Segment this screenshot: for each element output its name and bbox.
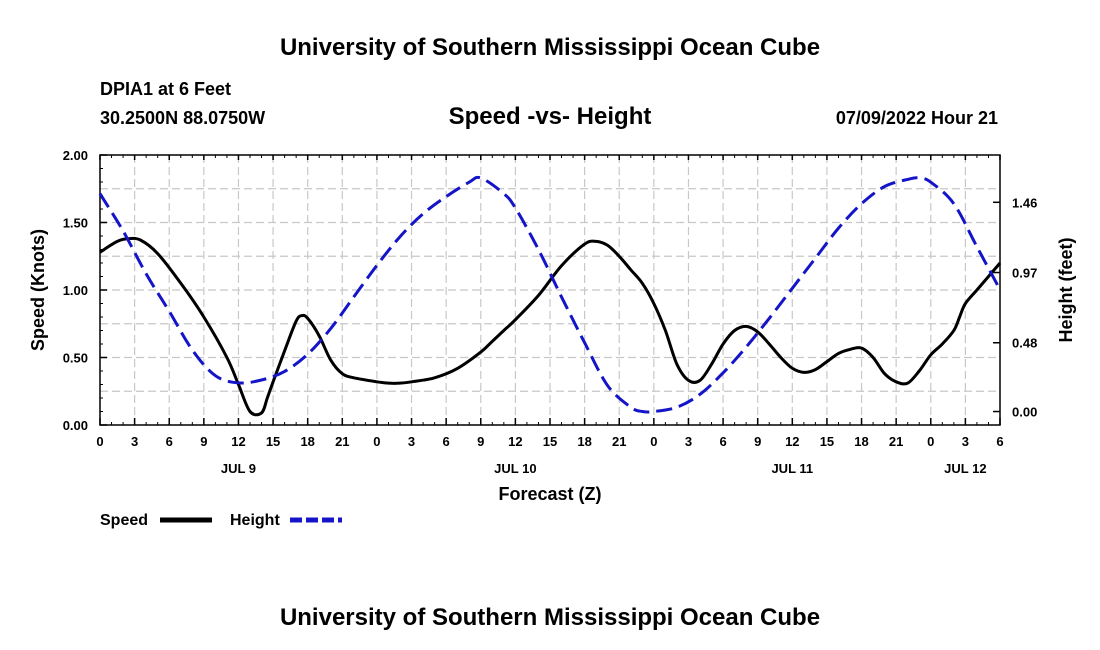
y-right-tick-label: 0.00 bbox=[1012, 405, 1037, 420]
x-axis-label: Forecast (Z) bbox=[498, 484, 601, 504]
x-tick-label: 6 bbox=[166, 434, 173, 449]
page-title: University of Southern Mississippi Ocean… bbox=[280, 34, 820, 61]
y-right-tick-label: 1.46 bbox=[1012, 195, 1037, 210]
y-left-tick-label: 1.50 bbox=[63, 216, 88, 231]
x-tick-label: 6 bbox=[443, 434, 450, 449]
x-tick-label: 15 bbox=[543, 434, 557, 449]
x-tick-label: 9 bbox=[754, 434, 761, 449]
x-tick-label: 18 bbox=[854, 434, 868, 449]
series-line-height bbox=[98, 175, 1002, 414]
x-tick-label: 3 bbox=[685, 434, 692, 449]
legend-speed-label: Speed bbox=[100, 512, 148, 529]
y-left-tick-label: 0.50 bbox=[63, 351, 88, 366]
series-line-speed bbox=[99, 236, 1002, 417]
footer-title: University of Southern Mississippi Ocean… bbox=[280, 604, 820, 631]
x-tick-label: 15 bbox=[820, 434, 834, 449]
x-tick-label: 18 bbox=[300, 434, 314, 449]
x-tick-label: 12 bbox=[785, 434, 799, 449]
date-label: JUL 9 bbox=[221, 461, 256, 476]
series-lines bbox=[98, 175, 1002, 417]
legend: Speed Height bbox=[100, 512, 342, 529]
x-tick-label: 21 bbox=[335, 434, 349, 449]
x-tick-label: 12 bbox=[508, 434, 522, 449]
x-tick-label: 12 bbox=[231, 434, 245, 449]
y-left-tick-label: 0.00 bbox=[63, 418, 88, 433]
y-axis-label-right: Height (feet) bbox=[1056, 238, 1076, 343]
x-tick-label: 21 bbox=[612, 434, 626, 449]
chart-title: Speed -vs- Height bbox=[449, 103, 652, 130]
y-right-tick-label: 0.48 bbox=[1012, 336, 1037, 351]
y-left-tick-label: 1.00 bbox=[63, 283, 88, 298]
date-label: JUL 12 bbox=[944, 461, 986, 476]
date-label: JUL 10 bbox=[494, 461, 536, 476]
x-tick-label: 9 bbox=[477, 434, 484, 449]
x-tick-label: 9 bbox=[200, 434, 207, 449]
date-label: JUL 11 bbox=[771, 461, 813, 476]
x-tick-label: 6 bbox=[996, 434, 1003, 449]
y-left-tick-label: 2.00 bbox=[63, 148, 88, 163]
y-right-tick-label: 0.97 bbox=[1012, 266, 1037, 281]
x-tick-label: 3 bbox=[131, 434, 138, 449]
x-tick-label: 0 bbox=[373, 434, 380, 449]
x-tick-label: 6 bbox=[719, 434, 726, 449]
x-tick-label: 21 bbox=[889, 434, 903, 449]
gridlines bbox=[100, 155, 1000, 425]
x-tick-label: 3 bbox=[408, 434, 415, 449]
x-tick-label: 0 bbox=[650, 434, 657, 449]
x-tick-label: 0 bbox=[96, 434, 103, 449]
x-tick-label: 3 bbox=[962, 434, 969, 449]
x-tick-label: 15 bbox=[266, 434, 280, 449]
location-label: 30.2500N 88.0750W bbox=[100, 108, 265, 128]
axis-ticks: 0 3 6 9 12 15 18 21 0 3 6 9 12 15 18 21 0 3 6 9 12 15 18 21 0 3 6J… bbox=[63, 148, 1038, 476]
x-tick-label: 18 bbox=[577, 434, 591, 449]
y-axis-label-left: Speed (Knots) bbox=[28, 229, 48, 351]
datetime-label: 07/09/2022 Hour 21 bbox=[836, 108, 998, 128]
legend-height-label: Height bbox=[230, 512, 280, 529]
station-label: DPIA1 at 6 Feet bbox=[100, 79, 231, 99]
x-tick-label: 0 bbox=[927, 434, 934, 449]
